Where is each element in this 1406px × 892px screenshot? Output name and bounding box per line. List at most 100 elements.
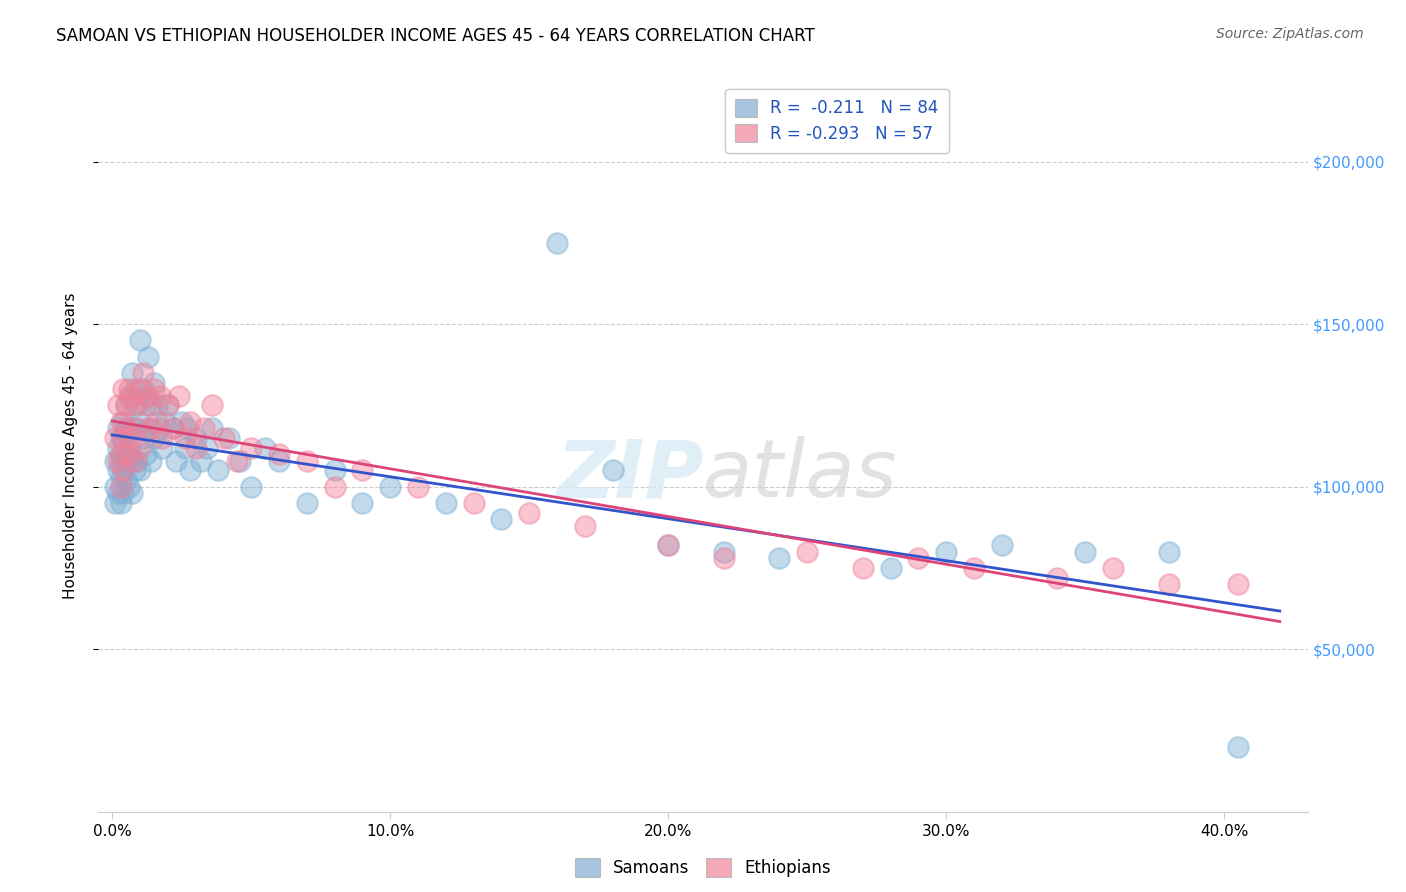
- Point: [129, 415, 152, 429]
- Point: [184, 441, 207, 455]
- Point: [1157, 577, 1180, 591]
- Point: [165, 453, 187, 467]
- Point: [112, 431, 135, 445]
- Point: [143, 376, 166, 390]
- Point: [121, 366, 143, 380]
- Point: [118, 389, 141, 403]
- Point: [143, 382, 166, 396]
- Point: [323, 480, 346, 494]
- Point: [110, 431, 132, 445]
- Point: [124, 382, 146, 396]
- Point: [657, 538, 679, 552]
- Text: atlas: atlas: [703, 436, 898, 515]
- Point: [110, 447, 132, 461]
- Point: [115, 473, 138, 487]
- Point: [112, 382, 135, 396]
- Point: [517, 506, 540, 520]
- Point: [148, 421, 170, 435]
- Point: [713, 551, 735, 566]
- Point: [173, 441, 195, 455]
- Point: [141, 421, 163, 435]
- Point: [146, 398, 169, 412]
- Point: [138, 389, 160, 403]
- Point: [269, 453, 291, 467]
- Point: [150, 431, 173, 445]
- Point: [1074, 544, 1097, 558]
- Point: [127, 421, 149, 435]
- Point: [104, 496, 127, 510]
- Point: [768, 551, 790, 566]
- Point: [295, 453, 318, 467]
- Point: [110, 480, 132, 494]
- Point: [121, 389, 143, 403]
- Point: [156, 398, 179, 412]
- Point: [323, 463, 346, 477]
- Point: [167, 389, 190, 403]
- Point: [229, 453, 252, 467]
- Point: [110, 447, 132, 461]
- Point: [254, 441, 277, 455]
- Point: [135, 389, 157, 403]
- Point: [1227, 739, 1250, 754]
- Point: [141, 398, 163, 412]
- Point: [212, 431, 235, 445]
- Legend: R =  -0.211   N = 84, R = -0.293   N = 57: R = -0.211 N = 84, R = -0.293 N = 57: [725, 88, 949, 153]
- Text: ZIP: ZIP: [555, 436, 703, 515]
- Point: [240, 480, 263, 494]
- Point: [110, 470, 132, 484]
- Point: [112, 431, 135, 445]
- Point: [150, 441, 173, 455]
- Point: [107, 398, 129, 412]
- Point: [135, 398, 157, 412]
- Point: [148, 389, 170, 403]
- Point: [170, 415, 193, 429]
- Point: [907, 551, 929, 566]
- Y-axis label: Householder Income Ages 45 - 64 years: Householder Income Ages 45 - 64 years: [63, 293, 77, 599]
- Point: [463, 496, 485, 510]
- Point: [352, 496, 374, 510]
- Point: [352, 463, 374, 477]
- Point: [207, 463, 229, 477]
- Point: [107, 421, 129, 435]
- Point: [104, 431, 127, 445]
- Point: [143, 431, 166, 445]
- Point: [434, 496, 457, 510]
- Point: [226, 453, 249, 467]
- Point: [602, 463, 624, 477]
- Point: [184, 431, 207, 445]
- Point: [115, 398, 138, 412]
- Point: [190, 453, 212, 467]
- Point: [110, 496, 132, 510]
- Point: [162, 421, 184, 435]
- Point: [115, 398, 138, 412]
- Point: [115, 453, 138, 467]
- Point: [796, 544, 818, 558]
- Point: [121, 486, 143, 500]
- Point: [1157, 544, 1180, 558]
- Point: [153, 415, 176, 429]
- Point: [121, 421, 143, 435]
- Point: [107, 486, 129, 500]
- Text: SAMOAN VS ETHIOPIAN HOUSEHOLDER INCOME AGES 45 - 64 YEARS CORRELATION CHART: SAMOAN VS ETHIOPIAN HOUSEHOLDER INCOME A…: [56, 27, 815, 45]
- Point: [179, 415, 201, 429]
- Point: [112, 463, 135, 477]
- Point: [110, 453, 132, 467]
- Point: [112, 486, 135, 500]
- Point: [574, 518, 596, 533]
- Point: [156, 398, 179, 412]
- Point: [713, 544, 735, 558]
- Point: [121, 431, 143, 445]
- Point: [104, 480, 127, 494]
- Point: [118, 441, 141, 455]
- Point: [146, 415, 169, 429]
- Point: [1227, 577, 1250, 591]
- Point: [107, 463, 129, 477]
- Point: [132, 431, 155, 445]
- Point: [104, 453, 127, 467]
- Point: [218, 431, 240, 445]
- Point: [141, 453, 163, 467]
- Point: [138, 350, 160, 364]
- Point: [879, 561, 901, 575]
- Point: [546, 235, 568, 250]
- Point: [935, 544, 957, 558]
